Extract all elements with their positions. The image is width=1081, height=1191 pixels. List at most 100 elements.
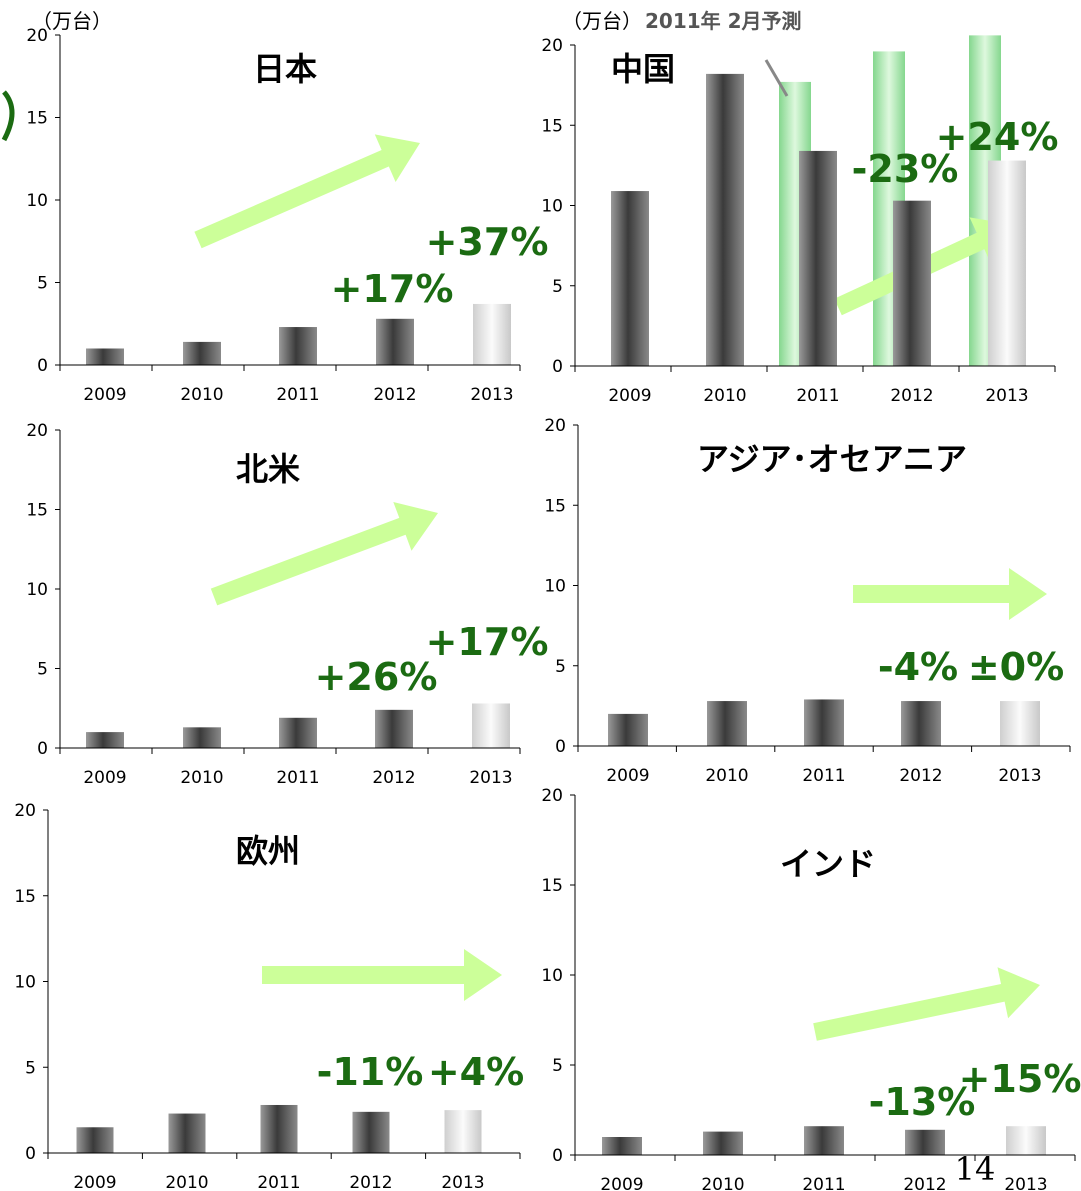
bar (168, 1113, 206, 1153)
unit-label: （万台） (32, 9, 112, 33)
y-tick-label: 15 (541, 876, 563, 896)
chart-panel: 0 5 10 15 20 2009 2010 2011 2012 2013 日本 （万台） +17%+3… (26, 9, 548, 405)
y-tick-label: 5 (552, 277, 563, 297)
bar (804, 699, 844, 746)
bar (799, 150, 837, 366)
x-tick-label: 2013 (985, 386, 1028, 406)
bar (988, 160, 1026, 366)
bar (703, 1131, 743, 1155)
bar (86, 348, 124, 365)
chart-title: 中国 (611, 50, 675, 88)
y-tick-label: 0 (37, 356, 48, 376)
x-tick-label: 2009 (83, 385, 126, 405)
x-tick-label: 2009 (600, 1175, 643, 1191)
trend-arrow (194, 134, 420, 249)
y-tick-label: 5 (25, 1058, 36, 1078)
x-tick-label: 2013 (1004, 1175, 1047, 1191)
y-tick-label: 15 (26, 109, 48, 129)
x-tick-label: 2009 (83, 768, 126, 788)
bar (1000, 701, 1040, 746)
y-tick-label: 15 (14, 887, 36, 907)
y-tick-label: 20 (541, 36, 563, 56)
bracket-mark (1, 90, 15, 142)
y-tick-label: 20 (14, 801, 36, 821)
growth-annotation: -4% (878, 645, 958, 689)
forecast-label: 2011年 2月予測 (645, 9, 802, 33)
chart-panel: 0 5 10 15 20 2009 2010 2011 2012 2013 欧州 -11% +4% (14, 801, 524, 1191)
chart-title: 北米 (236, 450, 300, 488)
y-tick-label: 10 (26, 191, 48, 211)
x-tick-label: 2012 (349, 1173, 392, 1191)
chart-title: インド (780, 845, 876, 883)
forecast-leader (764, 59, 789, 97)
x-tick-label: 2011 (276, 768, 319, 788)
bar (707, 701, 747, 746)
chart-panel: 0 5 10 15 20 2009 2010 2011 2012 2013 中国 （万台） 2011年 … (541, 9, 1058, 406)
y-tick-label: 0 (37, 739, 48, 759)
x-tick-label: 2012 (890, 386, 933, 406)
x-tick-label: 2009 (608, 386, 651, 406)
x-tick-label: 2010 (165, 1173, 208, 1191)
x-tick-label: 2012 (373, 385, 416, 405)
x-tick-label: 2013 (998, 766, 1041, 786)
chart-panel: 0 5 10 15 20 2009 2010 2011 2012 2013 インド -13%+15% (541, 786, 1081, 1191)
y-tick-label: 20 (544, 416, 566, 436)
bar (260, 1104, 298, 1153)
y-tick-label: 5 (555, 657, 566, 677)
growth-annotation: +37% (426, 220, 549, 264)
bar (905, 1129, 945, 1155)
x-tick-label: 2012 (372, 768, 415, 788)
y-tick-label: 10 (544, 577, 566, 597)
x-tick-label: 2012 (899, 766, 942, 786)
growth-annotation: -13% (869, 1080, 976, 1124)
bar (473, 303, 511, 365)
growth-annotation: +4% (428, 1050, 524, 1094)
bar (279, 717, 317, 748)
growth-annotation: -23% (852, 147, 959, 191)
trend-arrow (262, 949, 502, 1001)
bar (608, 713, 648, 746)
x-tick-label: 2010 (705, 766, 748, 786)
x-tick-label: 2011 (257, 1173, 300, 1191)
x-tick-label: 2013 (469, 768, 512, 788)
x-tick-label: 2009 (606, 766, 649, 786)
bar (611, 191, 649, 366)
y-tick-label: 0 (552, 357, 563, 377)
chart-title: 日本 (253, 50, 317, 88)
bar (376, 318, 414, 365)
bar (901, 701, 941, 746)
growth-annotation: +17% (426, 620, 549, 664)
x-tick-label: 2013 (441, 1173, 484, 1191)
trend-arrow (210, 502, 438, 606)
y-tick-label: 0 (552, 1146, 563, 1166)
chart-panel: 0 5 10 15 20 2009 2010 2011 2012 2013 北米 +26%+17% (26, 421, 548, 788)
bar (86, 732, 124, 748)
page-number: 14 (955, 1150, 996, 1188)
y-tick-label: 10 (14, 973, 36, 993)
bar (893, 200, 931, 366)
x-tick-label: 2010 (703, 386, 746, 406)
x-tick-label: 2010 (180, 768, 223, 788)
x-tick-label: 2011 (802, 766, 845, 786)
chart-title: アジア･オセアニア (697, 440, 967, 478)
bar (279, 327, 317, 365)
x-tick-label: 2011 (802, 1175, 845, 1191)
bar (602, 1137, 642, 1155)
bar (444, 1110, 482, 1153)
growth-annotation: ±0% (968, 645, 1064, 689)
x-tick-label: 2010 (180, 385, 223, 405)
bar (76, 1127, 114, 1153)
y-tick-label: 20 (541, 786, 563, 806)
chart-panel: 0 5 10 15 20 2009 2010 2011 2012 2013 アジア･オセアニア -4%… (544, 416, 1071, 786)
y-tick-label: 10 (541, 966, 563, 986)
unit-label: （万台） (562, 9, 642, 33)
y-tick-label: 10 (541, 197, 563, 217)
trend-arrow (813, 967, 1040, 1041)
chart-title: 欧州 (236, 832, 300, 870)
y-tick-label: 20 (26, 26, 48, 46)
y-tick-label: 5 (552, 1056, 563, 1076)
y-tick-label: 15 (544, 496, 566, 516)
y-tick-label: 5 (37, 660, 48, 680)
bar (1006, 1126, 1046, 1155)
trend-arrow (853, 568, 1047, 620)
